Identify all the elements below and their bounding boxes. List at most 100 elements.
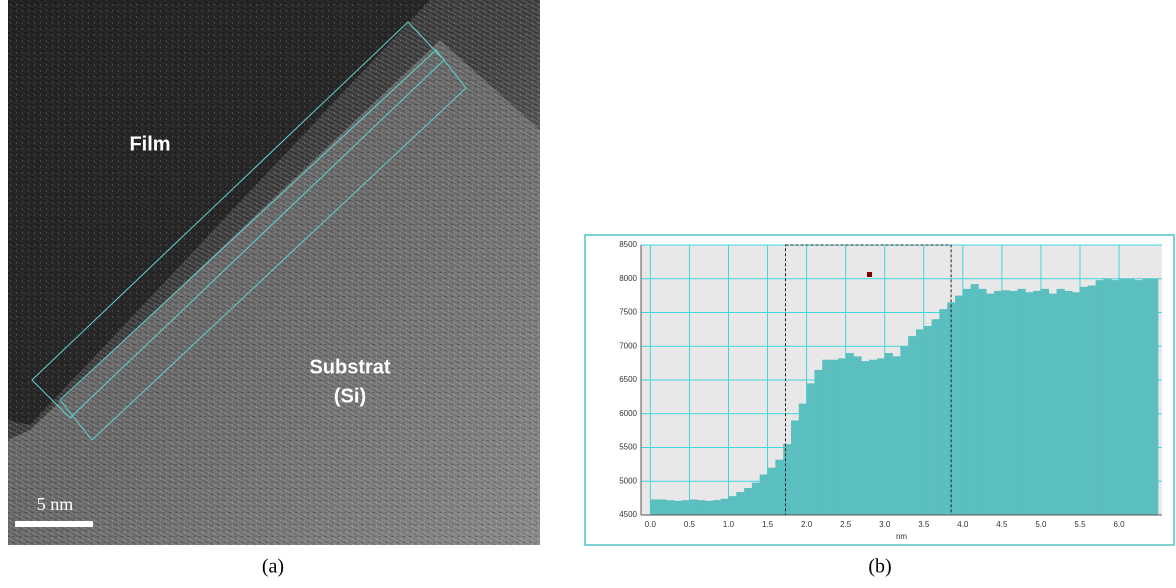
bar [994, 290, 1003, 515]
bar [658, 499, 667, 515]
bar [892, 356, 901, 515]
scale-bar-label: 5 nm [37, 494, 74, 514]
bar [869, 359, 878, 515]
bar [1056, 288, 1065, 515]
bar [1017, 288, 1026, 515]
bar [978, 288, 987, 515]
x-tick-label: 3.0 [879, 520, 891, 529]
x-tick-label: 5.5 [1074, 520, 1086, 529]
bar [790, 420, 800, 515]
y-tick-label: 4500 [619, 510, 637, 519]
bar [665, 500, 675, 515]
film-label: Film [129, 133, 170, 155]
bar [798, 403, 807, 515]
x-tick-label: 1.0 [723, 520, 735, 529]
bar [1009, 290, 1018, 515]
bar [1103, 278, 1112, 515]
bar [915, 329, 925, 515]
selection-box [785, 244, 952, 516]
bar [1025, 292, 1034, 515]
y-tick-label: 5500 [619, 443, 637, 452]
bar [837, 358, 846, 515]
bar [783, 444, 792, 515]
bar [939, 309, 948, 515]
y-tick-label: 6000 [619, 409, 637, 418]
bar [845, 353, 854, 515]
bar [728, 496, 737, 515]
bar [884, 353, 893, 515]
bar [1033, 290, 1042, 515]
x-tick-label: 4.0 [957, 520, 969, 529]
caption: (b) [868, 556, 891, 578]
bar [822, 359, 831, 515]
bar [681, 500, 690, 515]
bar [775, 459, 784, 515]
bar [830, 359, 839, 515]
bar [1040, 288, 1050, 515]
bar [900, 346, 909, 515]
bar [1111, 280, 1120, 515]
y-tick-label: 5000 [619, 476, 637, 485]
bar [923, 326, 932, 515]
bar [759, 474, 768, 515]
caption: (a) [262, 556, 284, 578]
bar [697, 500, 706, 515]
chart: 4500 5000 5500 6000 6500 7000 7500 8000 8500 0.0 0… [619, 240, 1162, 541]
x-tick-label: 5.0 [1035, 520, 1047, 529]
bar [876, 358, 886, 515]
x-tick-label: 0.5 [684, 520, 696, 529]
bar [962, 288, 971, 515]
bar [751, 482, 761, 515]
bar [1119, 278, 1128, 515]
bar [1150, 278, 1159, 515]
bar [1134, 280, 1143, 515]
y-tick-label: 8500 [619, 240, 637, 249]
bar [736, 492, 745, 515]
bar [1064, 290, 1073, 515]
y-tick-label: 7500 [619, 308, 637, 317]
x-tick-label: 6.0 [1113, 520, 1125, 529]
bar [1095, 280, 1104, 515]
substrate-label: (Si) [334, 385, 366, 407]
x-tick-label: 3.5 [918, 520, 930, 529]
bar [1072, 292, 1081, 515]
bar [986, 293, 995, 515]
bar [970, 284, 979, 515]
bar [1142, 278, 1151, 515]
bar [1079, 286, 1089, 515]
bar [931, 319, 940, 515]
cursor-marker [867, 272, 872, 277]
bar [1087, 285, 1096, 515]
bar [689, 499, 698, 515]
bar [861, 361, 870, 515]
bar [650, 499, 659, 515]
bar [673, 500, 682, 515]
scale-bar [15, 521, 93, 527]
y-tick-label: 7000 [619, 341, 637, 350]
y-tick-label: 6500 [619, 375, 637, 384]
x-tick-label: 0.0 [645, 520, 657, 529]
bar [955, 295, 964, 515]
bar [814, 369, 823, 515]
x-tick-label: 4.5 [996, 520, 1008, 529]
y-tick-label: 8000 [619, 274, 637, 283]
x-tick-label: 2.5 [840, 520, 852, 529]
bar [806, 383, 815, 515]
x-axis-label: nm [896, 532, 907, 541]
tem-image: Film Substrat (Si) 5 nm [8, 0, 540, 545]
x-tick-label: 2.0 [801, 520, 813, 529]
bar [853, 356, 862, 515]
bar [744, 488, 753, 515]
x-tick-label: 1.5 [762, 520, 774, 529]
bar [1126, 278, 1135, 515]
bar [705, 500, 714, 515]
substrate-label: Substrat [309, 356, 390, 378]
bar [720, 498, 729, 515]
bar [1001, 290, 1010, 515]
bar [767, 467, 776, 515]
bar [908, 336, 917, 515]
bar [947, 302, 956, 515]
bar [1048, 293, 1057, 515]
bar [712, 500, 721, 515]
